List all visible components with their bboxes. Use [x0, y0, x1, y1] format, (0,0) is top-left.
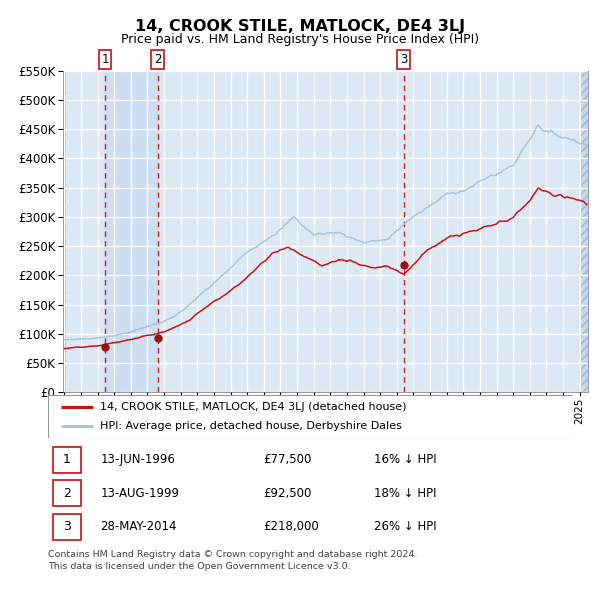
Bar: [581, 71, 588, 392]
Text: 18% ↓ HPI: 18% ↓ HPI: [373, 487, 436, 500]
Text: Contains HM Land Registry data © Crown copyright and database right 2024.: Contains HM Land Registry data © Crown c…: [48, 550, 418, 559]
Text: 13-AUG-1999: 13-AUG-1999: [101, 487, 179, 500]
Text: HPI: Average price, detached house, Derbyshire Dales: HPI: Average price, detached house, Derb…: [101, 421, 403, 431]
Text: 3: 3: [400, 53, 407, 66]
FancyBboxPatch shape: [48, 395, 573, 438]
Text: 13-JUN-1996: 13-JUN-1996: [101, 453, 175, 466]
Text: This data is licensed under the Open Government Licence v3.0.: This data is licensed under the Open Gov…: [48, 562, 350, 571]
Text: £218,000: £218,000: [263, 520, 319, 533]
Text: 14, CROOK STILE, MATLOCK, DE4 3LJ (detached house): 14, CROOK STILE, MATLOCK, DE4 3LJ (detac…: [101, 402, 407, 412]
Text: 1: 1: [101, 53, 109, 66]
FancyBboxPatch shape: [53, 447, 80, 473]
Text: 2: 2: [154, 53, 161, 66]
Text: 1: 1: [63, 453, 71, 466]
Text: 2: 2: [63, 487, 71, 500]
Text: 14, CROOK STILE, MATLOCK, DE4 3LJ: 14, CROOK STILE, MATLOCK, DE4 3LJ: [135, 19, 465, 34]
Text: £92,500: £92,500: [263, 487, 311, 500]
Bar: [63, 71, 65, 392]
Text: Price paid vs. HM Land Registry's House Price Index (HPI): Price paid vs. HM Land Registry's House …: [121, 33, 479, 46]
Text: 26% ↓ HPI: 26% ↓ HPI: [373, 520, 436, 533]
Text: 28-MAY-2014: 28-MAY-2014: [101, 520, 177, 533]
Bar: [105, 71, 158, 392]
FancyBboxPatch shape: [53, 480, 80, 506]
Text: 16% ↓ HPI: 16% ↓ HPI: [373, 453, 436, 466]
Text: £77,500: £77,500: [263, 453, 311, 466]
FancyBboxPatch shape: [53, 514, 80, 540]
Text: 3: 3: [63, 520, 71, 533]
